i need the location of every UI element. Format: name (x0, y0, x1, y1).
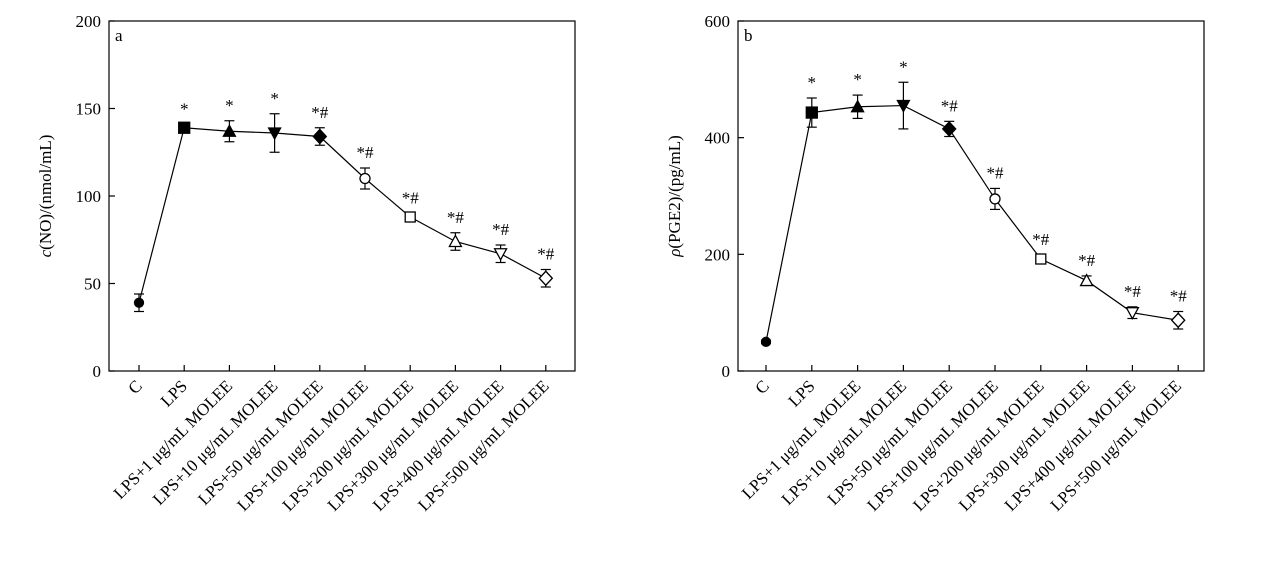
y-axis-label: c(NO)/(nmol/mL) (36, 135, 55, 258)
y-tick-label: 200 (76, 12, 102, 31)
data-point-marker (267, 127, 282, 141)
data-point-marker (1079, 273, 1094, 287)
y-tick-label: 150 (76, 100, 102, 119)
significance-annotation: *# (537, 245, 555, 264)
data-point-marker (760, 336, 772, 347)
significance-annotation: * (808, 73, 817, 92)
significance-annotation: * (270, 89, 279, 108)
y-tick-label: 600 (705, 12, 731, 31)
significance-annotation: *# (311, 103, 329, 122)
y-axis-label-units: (NO)/(nmol/mL) (36, 135, 55, 250)
y-axis-label-units: (PGE2)/(pg/mL) (665, 135, 684, 248)
panel-label: a (115, 26, 123, 45)
data-point-marker (359, 172, 371, 185)
data-point-marker (1170, 312, 1186, 329)
series-line (138, 127, 547, 303)
x-tick-label: C (751, 376, 772, 397)
data-point-marker (1035, 253, 1047, 265)
y-axis-label: ρ(PGE2)/(pg/mL) (665, 135, 684, 258)
significance-annotation: *# (402, 189, 420, 208)
y-axis-label-variable: c (36, 249, 55, 257)
significance-annotation: *# (492, 220, 510, 239)
data-point-marker (312, 128, 328, 145)
data-point-marker (493, 248, 508, 262)
data-point-marker (1125, 307, 1140, 321)
y-tick-label: 200 (705, 245, 731, 264)
significance-annotation: *# (447, 208, 465, 227)
significance-annotation: * (853, 70, 862, 89)
y-tick-label: 100 (76, 187, 102, 206)
significance-annotation: *# (987, 163, 1005, 182)
data-point-marker (850, 99, 865, 113)
significance-annotation: * (180, 99, 189, 118)
data-point-marker (222, 123, 237, 137)
significance-annotation: *# (357, 143, 375, 162)
data-point-marker (896, 99, 911, 113)
x-tick-label: LPS (784, 376, 818, 410)
data-point-marker (448, 234, 463, 248)
plot-frame (737, 20, 1205, 372)
data-point-marker (178, 121, 191, 134)
significance-annotation: *# (1170, 287, 1188, 306)
y-tick-label: 0 (93, 362, 102, 381)
significance-annotation: *# (941, 96, 959, 115)
significance-annotation: *# (1078, 251, 1096, 270)
panel-label: b (744, 26, 753, 45)
significance-annotation: * (899, 57, 908, 76)
y-axis-label-variable: ρ (665, 249, 684, 258)
y-tick-label: 0 (722, 362, 731, 381)
data-point-marker (989, 193, 1001, 205)
data-point-marker (805, 106, 818, 119)
data-point-marker (538, 270, 554, 287)
significance-annotation: *# (1032, 230, 1050, 249)
plot-frame (108, 20, 576, 372)
x-tick-label: LPS (157, 376, 191, 410)
y-tick-label: 400 (705, 129, 731, 148)
data-point-marker (404, 211, 416, 223)
significance-annotation: *# (1124, 282, 1142, 301)
significance-annotation: * (225, 96, 234, 115)
series-line (765, 104, 1179, 342)
y-tick-label: 50 (84, 275, 101, 294)
data-point-marker (133, 297, 145, 308)
x-tick-label: C (124, 376, 145, 397)
data-point-marker (941, 120, 957, 137)
